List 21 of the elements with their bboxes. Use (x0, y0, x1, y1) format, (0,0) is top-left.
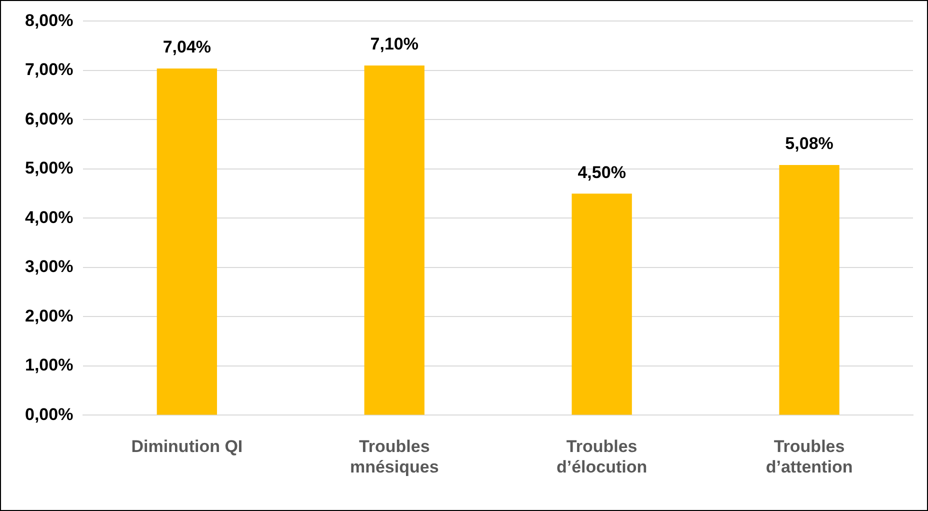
y-tick-label: 1,00% (25, 356, 74, 375)
y-tick-label: 0,00% (25, 404, 74, 424)
x-tick-label: Troubles d’attention (766, 437, 853, 476)
y-tick-label: 2,00% (25, 306, 74, 326)
x-tick-label: Diminution QI (131, 437, 243, 456)
y-tick-label: 5,00% (25, 158, 74, 178)
bar (572, 194, 632, 415)
y-tick-label: 4,00% (25, 208, 74, 227)
data-label: 5,08% (785, 134, 834, 154)
y-tick-label: 6,00% (25, 109, 74, 128)
data-label: 7,10% (370, 34, 418, 54)
data-label: 4,50% (578, 162, 626, 182)
x-tick-label: Troubles d’élocution (556, 437, 648, 476)
bar (156, 68, 218, 415)
bar (779, 165, 840, 415)
y-tick-label: 3,00% (25, 257, 74, 276)
y-tick-label: 7,00% (25, 60, 74, 80)
y-tick-label: 8,00% (25, 10, 74, 30)
x-tick-label: Troubles mnésiques (350, 437, 439, 476)
bar (364, 66, 424, 415)
data-label: 7,04% (162, 38, 212, 57)
